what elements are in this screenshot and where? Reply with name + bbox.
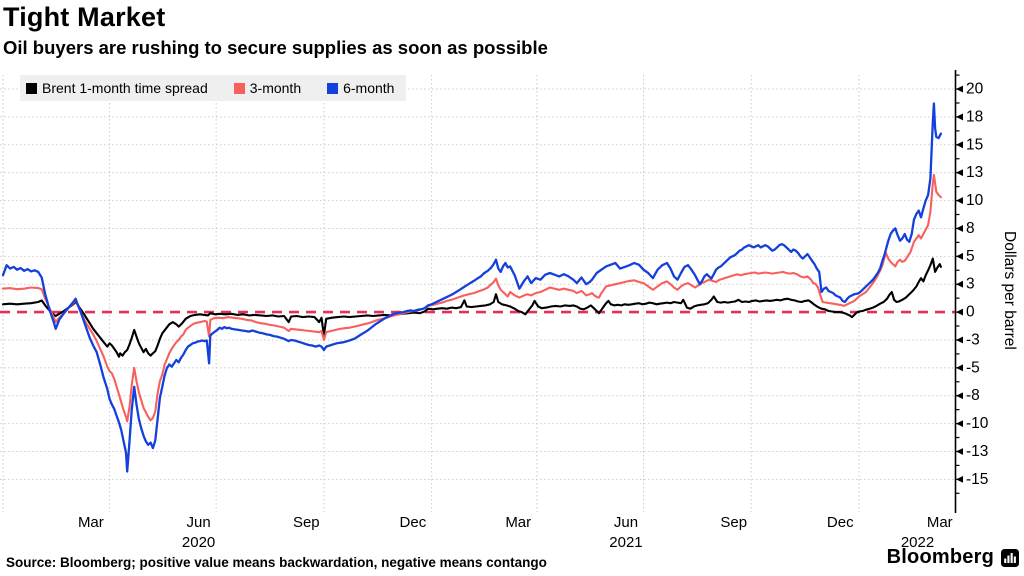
x-year-label: 2021 xyxy=(609,534,642,551)
y-axis-major-tick xyxy=(956,141,963,149)
y-tick-label: 3 xyxy=(966,276,975,293)
x-tick-label: Jun xyxy=(614,514,638,531)
y-axis-major-tick xyxy=(956,364,963,372)
x-tick-label: Sep xyxy=(720,514,747,531)
y-axis-major-tick xyxy=(956,113,963,121)
y-tick-label: 20 xyxy=(966,81,984,98)
legend-label: 6-month xyxy=(343,80,395,96)
legend-item-brent-1-month-time-spread: Brent 1-month time spread xyxy=(26,80,208,96)
y-tick-label: 18 xyxy=(966,108,983,125)
y-axis-major-tick xyxy=(956,336,963,344)
y-axis-major-tick xyxy=(956,252,963,260)
bloomberg-wordmark: Bloomberg xyxy=(886,546,994,568)
y-tick-label: 10 xyxy=(966,192,984,209)
legend-swatch-brent-1-month-time-spread xyxy=(26,82,37,94)
legend-swatch-6-month xyxy=(327,82,339,94)
source-note: Source: Bloomberg; positive value means … xyxy=(6,555,547,570)
x-tick-label: Mar xyxy=(505,514,531,531)
legend-item-6-month: 6-month xyxy=(327,80,394,96)
y-tick-label: -13 xyxy=(966,443,988,460)
y-tick-label: -3 xyxy=(966,331,980,348)
x-tick-label: Jun xyxy=(186,514,210,531)
series-line-brent-1-month-time-spread xyxy=(1,257,942,358)
y-axis-major-tick xyxy=(956,169,963,177)
y-tick-label: -8 xyxy=(966,387,980,404)
y-tick-label: 13 xyxy=(966,164,983,181)
legend-label: 3-month xyxy=(249,80,302,96)
y-axis-major-tick xyxy=(956,420,963,427)
y-axis-title: Dollars per barrel xyxy=(1001,230,1018,350)
x-tick-label: Sep xyxy=(293,514,320,531)
y-tick-label: 8 xyxy=(966,220,975,237)
chart-subtitle: Oil buyers are rushing to secure supplie… xyxy=(3,37,548,58)
y-axis-major-tick xyxy=(956,85,963,93)
x-tick-label: Mar xyxy=(927,514,953,531)
y-axis-major-tick xyxy=(956,448,963,455)
series-line-3-month xyxy=(1,173,942,423)
y-axis-major-tick xyxy=(956,280,963,288)
y-tick-label: -10 xyxy=(966,415,989,432)
y-axis-major-tick xyxy=(956,392,963,400)
legend-item-3-month: 3-month xyxy=(233,80,302,96)
x-tick-label: Dec xyxy=(827,514,854,531)
legend-swatch-3-month xyxy=(233,82,245,94)
bloomberg-terminal-icon xyxy=(1001,548,1019,567)
y-axis-major-tick xyxy=(956,475,963,483)
y-tick-label: 0 xyxy=(966,304,975,321)
bloomberg-logo: Bloomberg xyxy=(887,546,1019,569)
y-tick-label: -15 xyxy=(966,471,988,488)
y-axis-major-tick xyxy=(956,308,963,316)
x-tick-label: Mar xyxy=(78,514,104,531)
y-tick-label: -5 xyxy=(966,359,980,376)
y-tick-label: 15 xyxy=(966,136,983,153)
x-tick-label: Dec xyxy=(400,514,427,531)
page-title: Tight Market xyxy=(3,2,166,32)
x-year-label: 2022 xyxy=(901,534,934,551)
legend-label: Brent 1-month time spread xyxy=(42,80,208,96)
y-axis-major-tick xyxy=(956,225,963,232)
legend: Brent 1-month time spread 3-month 6-month xyxy=(20,75,407,101)
series-line-6-month xyxy=(1,102,943,473)
x-year-label: 2020 xyxy=(182,534,215,551)
y-tick-label: 5 xyxy=(966,248,975,265)
y-axis-major-tick xyxy=(956,197,963,204)
